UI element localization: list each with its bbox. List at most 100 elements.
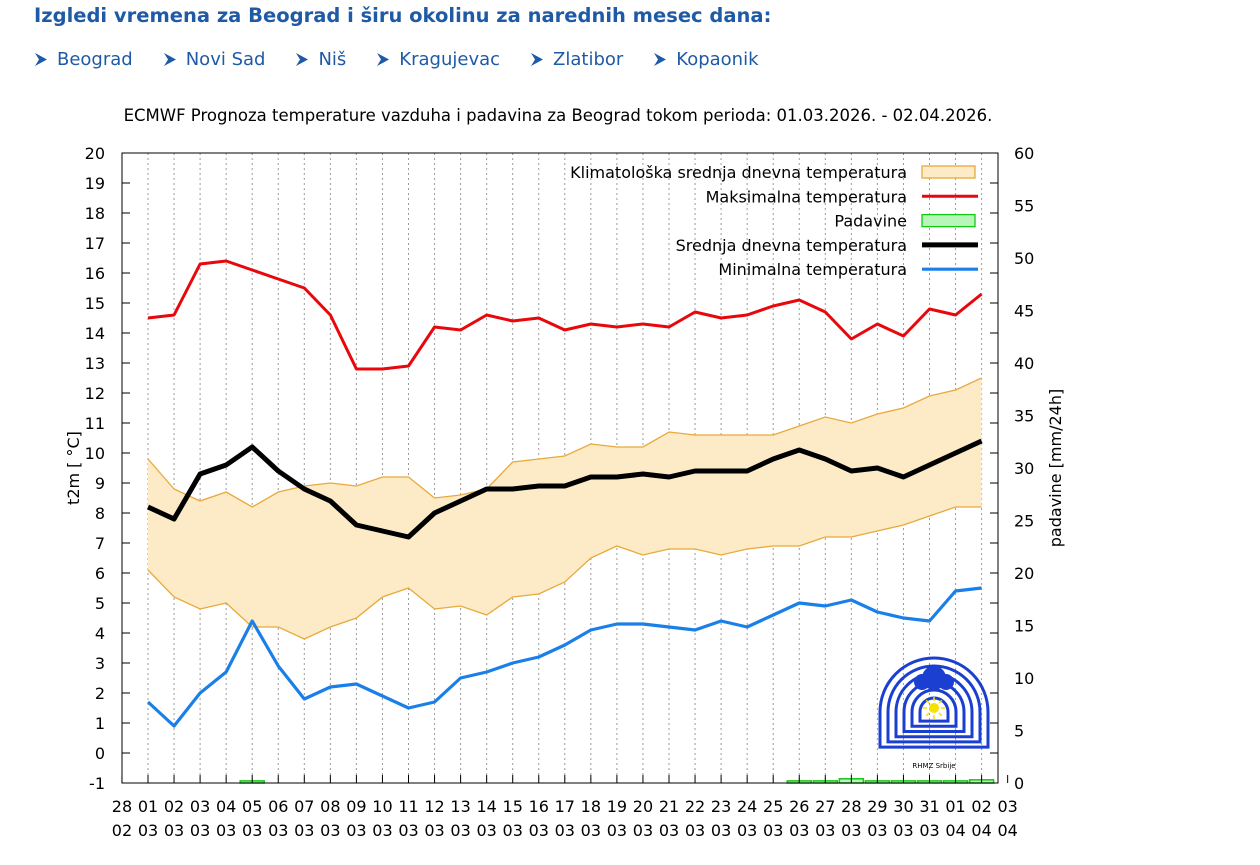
logo-cloud [938,674,954,690]
page-heading: Izgledi vremena za Beograd i širu okolin… [34,4,772,27]
y2-tick-label: 50 [1014,249,1034,268]
x-tick-label-month: 03 [867,821,887,840]
x-tick-label-day: 22 [685,797,705,816]
x-tick-label-day: 17 [555,797,575,816]
x-tick-label-month: 03 [450,821,470,840]
x-tick-label-month: 03 [320,821,340,840]
arrow-right-icon [377,53,390,66]
x-tick-label-day: 05 [242,797,262,816]
x-tick-label-month: 03 [685,821,705,840]
y-tick-label: 1 [95,714,105,733]
x-tick-label-month: 04 [971,821,991,840]
climatology-band [148,378,982,639]
x-tick-label-day: 01 [138,797,158,816]
y-tick-label: 15 [85,294,105,313]
city-link-beograd[interactable]: Beograd [34,49,133,70]
climatology-band-layer [147,377,982,640]
y-tick-label: -1 [89,774,105,793]
x-tick-label-day: 30 [893,797,913,816]
x-tick-label-day: 31 [919,797,939,816]
series-lines-layer [146,259,983,728]
y-tick-label: 12 [85,384,105,403]
x-tick-label-day: 02 [971,797,991,816]
arrow-right-icon [296,53,309,66]
x-tick-label-day: 20 [633,797,653,816]
x-tick-label-day: 03 [997,797,1017,816]
logo-cloud [914,674,930,690]
x-tick-label-day: 02 [164,797,184,816]
x-tick-label-day: 21 [659,797,679,816]
y-tick-label: 10 [85,444,105,463]
x-tick-label-month: 03 [607,821,627,840]
y2-tick-label: 15 [1014,617,1034,636]
y-tick-label: 19 [85,174,105,193]
chart-title: ECMWF Prognoza temperature vazduha i pad… [124,106,993,125]
city-link-label: Beograd [57,49,133,70]
y2-tick-label: 60 [1014,144,1034,163]
y-tick-label: 17 [85,234,105,253]
y2-tick-label: 40 [1014,354,1034,373]
y2-tick-label: 35 [1014,407,1034,426]
x-tick-label-month: 03 [476,821,496,840]
y2-tick-label: 10 [1014,669,1034,688]
x-tick-label-day: 28 [841,797,861,816]
y-tick-label: 9 [95,474,105,493]
y2-tick-label: 45 [1014,302,1034,321]
city-link-zlatibor[interactable]: Zlatibor [530,49,623,70]
logo-ring [886,664,982,744]
y-tick-label: 16 [85,264,105,283]
y2-tick-label: 55 [1014,197,1034,216]
city-link-kragujevac[interactable]: Kragujevac [376,49,500,70]
y-tick-label: 2 [95,684,105,703]
x-tick-label-month: 03 [529,821,549,840]
x-tick-label-month: 03 [346,821,366,840]
city-link-kopaonik[interactable]: Kopaonik [653,49,759,70]
city-link-novi-sad[interactable]: Novi Sad [163,49,266,70]
mean-temperature-line [146,438,983,540]
x-tick-label-day: 18 [581,797,601,816]
y-tick-label: 4 [95,624,105,643]
legend-climatology-label: Klimatološka srednja dnevna temperatura [570,163,907,182]
x-tick-label-month: 03 [815,821,835,840]
x-tick-label-day: 23 [711,797,731,816]
y-tick-label: 7 [95,534,105,553]
logo-sun-ray [925,699,930,704]
y-tick-label: 14 [85,324,105,343]
y-tick-label: 18 [85,204,105,223]
y-tick-label: 5 [95,594,105,613]
x-tick-label-day: 14 [476,797,496,816]
x-tick-label-month: 03 [555,821,575,840]
x-tick-label-month: 04 [997,821,1017,840]
x-tick-label-month: 03 [138,821,158,840]
logo-sun-ray [938,712,943,717]
x-tick-label-day: 11 [398,797,418,816]
x-tick-label-day: 25 [763,797,783,816]
max-temperature-line [147,259,983,371]
chart-axes: -101234567891011121314151617181920051015… [85,144,1035,840]
x-tick-label-month: 03 [372,821,392,840]
x-tick-label-day: 07 [294,797,314,816]
city-link-nis[interactable]: Niš [295,49,346,70]
x-tick-label-month: 03 [268,821,288,840]
x-tick-label-month: 03 [711,821,731,840]
y2-tick-label: 30 [1014,459,1034,478]
city-link-label: Niš [318,49,347,70]
x-tick-label-month: 03 [659,821,679,840]
x-tick-label-month: 03 [919,821,939,840]
x-tick-label-day: 13 [450,797,470,816]
logo-sun-ray [925,712,930,717]
arrow-right-icon [531,53,544,66]
y-tick-label: 3 [95,654,105,673]
x-tick-label-month: 03 [737,821,757,840]
x-tick-label-day: 06 [268,797,288,816]
x-tick-label-month: 03 [893,821,913,840]
city-navigation: Beograd Novi Sad Niš Kragujevac Zlatibor… [34,49,789,70]
x-tick-label-day: 01 [945,797,965,816]
legend-max-temperature-label: Maksimalna temperatura [706,187,907,206]
x-tick-label-month: 03 [294,821,314,840]
x-tick-label-month: 02 [112,821,132,840]
city-link-label: Novi Sad [185,49,266,70]
x-tick-label-month: 03 [581,821,601,840]
y-tick-label: 8 [95,504,105,523]
x-tick-label-day: 26 [789,797,809,816]
